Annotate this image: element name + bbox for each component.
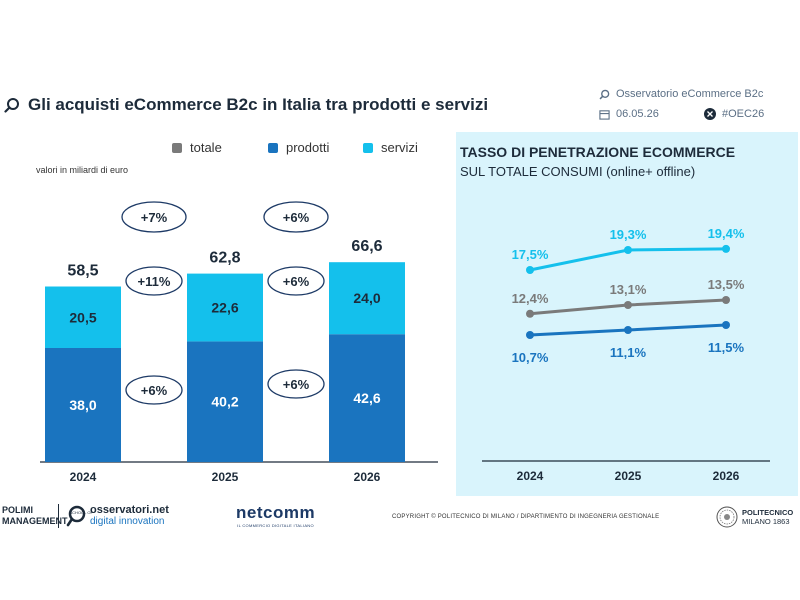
point-servizi-2025 bbox=[624, 246, 632, 254]
point-servizi-2024 bbox=[526, 266, 534, 274]
observatory-name: Osservatorio eCommerce B2c bbox=[616, 88, 764, 100]
point-prodotti-2026 bbox=[722, 321, 730, 329]
osservatori-name: osservatori.net bbox=[90, 504, 169, 516]
bar-prodotti-2025 bbox=[187, 341, 263, 462]
point-totale-2026 bbox=[722, 296, 730, 304]
data-label-totale: 66,6 bbox=[351, 238, 382, 255]
line-x-tick-label: 2025 bbox=[615, 469, 642, 483]
netcomm-logo: netcomm IL COMMERCIO DIGITALE ITALIANO bbox=[236, 503, 315, 528]
legend-swatch-servizi bbox=[363, 142, 373, 153]
legend-item-prodotti: prodotti bbox=[268, 140, 329, 155]
x-tick-label: 2025 bbox=[212, 470, 239, 484]
magnifier-icon bbox=[66, 505, 86, 527]
data-label-totale: 58,5 bbox=[67, 263, 98, 280]
legend-label-prodotti: prodotti bbox=[286, 140, 330, 155]
point-label-servizi: 17,5% bbox=[512, 247, 549, 262]
data-label-totale: 62,8 bbox=[209, 250, 240, 267]
growth-servizi-ellipse bbox=[125, 266, 183, 296]
point-totale-2024 bbox=[526, 309, 534, 318]
bar-servizi-2024 bbox=[45, 286, 121, 348]
politecnico-line1: POLITECNICO bbox=[742, 508, 794, 517]
polimi-logo: POLIMI MANAGEMENT SCHOOL OF bbox=[2, 505, 93, 527]
point-label-servizi: 19,4% bbox=[708, 226, 745, 241]
data-label-servizi: 22,6 bbox=[211, 300, 238, 316]
growth-servizi-ellipse bbox=[267, 266, 325, 296]
line-x-tick-label: 2026 bbox=[713, 469, 740, 483]
point-prodotti-2025 bbox=[624, 326, 632, 334]
observatory-meta: Osservatorio eCommerce B2c bbox=[599, 88, 763, 100]
magnifier-icon bbox=[599, 89, 610, 100]
point-servizi-2026 bbox=[722, 244, 730, 253]
point-label-servizi: 19,3% bbox=[610, 227, 647, 242]
point-label-prodotti: 10,7% bbox=[512, 350, 549, 365]
point-label-prodotti: 11,5% bbox=[708, 340, 745, 355]
legend-item-servizi: servizi bbox=[363, 140, 418, 155]
page-title: Gli acquisti eCommerce B2c in Italia tra… bbox=[28, 95, 489, 114]
point-label-totale: 13,1% bbox=[610, 282, 647, 297]
bar-prodotti-2026 bbox=[329, 334, 405, 462]
magnifier-icon bbox=[4, 98, 19, 113]
penetration-panel bbox=[456, 132, 798, 496]
data-label-prodotti: 42,6 bbox=[353, 390, 380, 406]
osservatori-logo: osservatori.net digital innovation bbox=[66, 505, 169, 527]
legend-item-totale: totale bbox=[172, 140, 222, 155]
chart-units-note: valori in miliardi di euro bbox=[36, 165, 129, 175]
date-meta: 06.05.26 bbox=[599, 108, 659, 120]
line-chart-subtitle: SUL TOTALE CONSUMI (online+ offline) bbox=[460, 164, 696, 179]
data-label-servizi: 24,0 bbox=[353, 290, 380, 306]
footer-divider bbox=[58, 504, 59, 528]
point-label-totale: 13,5% bbox=[708, 277, 745, 292]
x-tick-label: 2026 bbox=[354, 470, 381, 484]
growth-totale: +6% bbox=[283, 210, 310, 225]
bar-prodotti-2024 bbox=[45, 348, 121, 462]
legend-label-servizi: servizi bbox=[381, 140, 418, 155]
copyright-text: COPYRIGHT © POLITECNICO DI MILANO / DIPA… bbox=[392, 514, 660, 520]
growth-prodotti: +6% bbox=[283, 377, 310, 392]
growth-totale: +7% bbox=[141, 210, 168, 225]
event-date: 06.05.26 bbox=[616, 108, 659, 120]
point-label-totale: 12,4% bbox=[512, 291, 549, 306]
data-label-prodotti: 38,0 bbox=[69, 397, 96, 413]
point-label-prodotti: 11,1% bbox=[610, 345, 647, 360]
polimi-logo-line1: POLIMI bbox=[2, 505, 33, 515]
politecnico-line2: MILANO 1863 bbox=[742, 517, 790, 526]
growth-servizi: +6% bbox=[283, 274, 310, 289]
osservatori-tagline: digital innovation bbox=[90, 516, 165, 527]
politecnico-logo: POLITECNICO MILANO 1863 bbox=[716, 506, 793, 528]
x-tick-label: 2024 bbox=[70, 470, 97, 484]
growth-prodotti-ellipse bbox=[267, 369, 325, 399]
header-title-row: Gli acquisti eCommerce B2c in Italia tra… bbox=[4, 92, 488, 118]
data-label-servizi: 20,5 bbox=[69, 309, 96, 325]
netcomm-name: netcomm bbox=[236, 503, 316, 522]
hashtag: #OEC26 bbox=[722, 108, 765, 120]
growth-servizi: +11% bbox=[138, 274, 171, 289]
growth-prodotti-ellipse bbox=[125, 375, 183, 405]
point-prodotti-2024 bbox=[526, 331, 534, 339]
hashtag-meta: #OEC26 bbox=[704, 108, 764, 120]
bar-servizi-2025 bbox=[187, 273, 263, 342]
bar-servizi-2026 bbox=[329, 262, 405, 335]
netcomm-tagline: IL COMMERCIO DIGITALE ITALIANO bbox=[237, 523, 314, 528]
calendar-icon bbox=[599, 109, 610, 120]
polimi-logo-side: SCHOOL OF bbox=[69, 509, 93, 515]
legend-swatch-prodotti bbox=[268, 142, 278, 153]
legend-label-totale: totale bbox=[190, 140, 222, 155]
growth-prodotti: +6% bbox=[141, 383, 168, 398]
line-x-tick-label: 2024 bbox=[517, 469, 544, 483]
growth-totale-ellipse bbox=[121, 201, 187, 233]
x-logo-icon bbox=[704, 108, 716, 120]
data-label-prodotti: 40,2 bbox=[211, 394, 238, 410]
legend-swatch-totale bbox=[172, 142, 182, 153]
politecnico-seal-icon bbox=[716, 506, 738, 528]
point-totale-2025 bbox=[624, 301, 632, 309]
line-chart-title: TASSO DI PENETRAZIONE ECOMMERCE bbox=[460, 144, 736, 160]
growth-totale-ellipse bbox=[263, 201, 329, 233]
polimi-logo-line2: MANAGEMENT bbox=[2, 516, 68, 526]
